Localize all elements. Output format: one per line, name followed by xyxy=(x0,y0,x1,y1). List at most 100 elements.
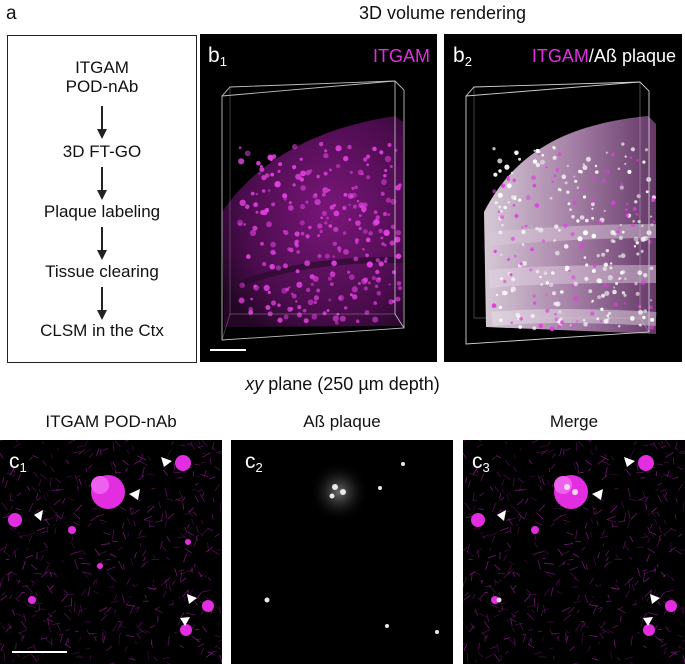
process-fiber xyxy=(646,596,649,602)
process-fiber xyxy=(64,643,72,649)
signal-dot xyxy=(250,297,253,301)
process-fiber xyxy=(217,622,220,626)
signal-dot xyxy=(256,161,261,166)
process-fiber xyxy=(74,630,79,633)
signal-dot xyxy=(299,157,303,161)
process-fiber xyxy=(40,571,48,578)
process-fiber xyxy=(174,567,178,577)
process-fiber xyxy=(114,467,116,474)
process-fiber xyxy=(165,498,174,502)
process-fiber xyxy=(584,459,592,466)
signal-dot xyxy=(500,183,506,188)
process-fiber xyxy=(628,498,637,502)
signal-dot xyxy=(326,216,329,220)
process-fiber xyxy=(480,473,485,481)
process-fiber xyxy=(110,600,120,604)
signal-dot xyxy=(358,226,362,231)
process-fiber xyxy=(88,484,91,488)
signal-dot xyxy=(545,165,548,169)
signal-dot xyxy=(521,261,527,266)
process-fiber xyxy=(479,532,483,535)
process-fiber xyxy=(140,563,146,568)
signal-dot xyxy=(497,192,503,198)
process-fiber xyxy=(187,523,190,529)
process-fiber xyxy=(164,487,168,497)
process-fiber xyxy=(173,546,182,548)
process-fiber xyxy=(552,632,557,635)
signal-dot xyxy=(521,226,524,229)
process-fiber xyxy=(135,606,139,610)
signal-dot xyxy=(576,219,580,223)
signal-dot xyxy=(352,294,358,300)
process-fiber xyxy=(481,631,485,636)
process-fiber xyxy=(49,505,57,514)
process-fiber xyxy=(464,591,469,597)
process-fiber xyxy=(41,441,45,445)
signal-dot xyxy=(591,216,594,220)
signal-dot xyxy=(537,152,541,156)
process-fiber xyxy=(635,599,637,607)
signal-dot xyxy=(282,193,288,199)
process-fiber xyxy=(463,595,471,601)
process-fiber xyxy=(93,635,97,639)
process-fiber xyxy=(52,622,61,625)
signal-dot xyxy=(532,183,537,188)
process-fiber xyxy=(98,550,107,555)
signal-dot xyxy=(583,322,588,327)
process-fiber xyxy=(75,475,81,479)
signal-dot xyxy=(342,205,347,211)
signal-dot xyxy=(510,321,513,324)
process-fiber xyxy=(528,459,533,465)
process-fiber xyxy=(200,474,209,478)
process-fiber xyxy=(598,606,602,610)
process-fiber xyxy=(158,500,162,509)
process-fiber xyxy=(109,553,117,558)
signal-dot xyxy=(381,242,385,246)
process-fiber xyxy=(474,608,479,616)
process-fiber xyxy=(575,442,578,452)
process-fiber xyxy=(513,466,518,472)
process-fiber xyxy=(144,629,151,634)
signal-dot xyxy=(554,317,559,322)
process-fiber xyxy=(94,548,100,556)
process-fiber xyxy=(553,515,562,522)
process-fiber xyxy=(24,554,34,559)
process-fiber xyxy=(551,484,554,488)
process-fiber xyxy=(494,614,500,618)
process-fiber xyxy=(79,636,81,642)
signal-dot xyxy=(627,169,632,174)
signal-dot xyxy=(270,241,276,248)
process-fiber xyxy=(606,519,617,523)
signal-dot xyxy=(506,178,510,182)
process-fiber xyxy=(601,474,608,481)
process-fiber xyxy=(605,550,610,557)
process-fiber xyxy=(675,498,678,503)
process-fiber xyxy=(115,440,121,447)
process-fiber xyxy=(214,484,220,491)
process-fiber xyxy=(513,453,516,459)
process-fiber xyxy=(183,596,186,602)
process-fiber xyxy=(528,637,532,646)
signal-dot xyxy=(624,277,627,280)
signal-dot xyxy=(266,221,272,228)
signal-dot xyxy=(312,193,318,199)
signal-dot xyxy=(333,210,340,217)
process-fiber xyxy=(512,571,520,575)
process-fiber xyxy=(184,512,194,515)
process-fiber xyxy=(147,505,155,513)
signal-dot xyxy=(598,220,603,225)
signal-dot xyxy=(619,223,622,226)
process-fiber xyxy=(479,591,487,599)
process-fiber xyxy=(165,579,168,589)
process-fiber xyxy=(542,608,550,612)
workflow-flowchart: ITGAM POD-nAb 3D FT-GO Plaque labeling T… xyxy=(7,35,197,363)
signal-dot xyxy=(497,158,503,164)
process-fiber xyxy=(644,496,649,503)
signal-dot xyxy=(507,201,510,204)
signal-dot xyxy=(620,182,623,186)
signal-dot xyxy=(267,290,271,295)
signal-dot xyxy=(316,174,320,179)
process-fiber xyxy=(219,606,221,614)
process-fiber xyxy=(668,651,677,658)
signal-dot xyxy=(271,300,277,306)
